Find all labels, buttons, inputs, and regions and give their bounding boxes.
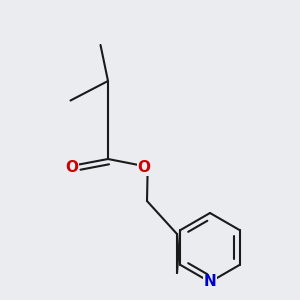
Text: O: O: [65, 160, 79, 175]
Text: O: O: [137, 160, 151, 175]
Text: N: N: [204, 274, 216, 290]
